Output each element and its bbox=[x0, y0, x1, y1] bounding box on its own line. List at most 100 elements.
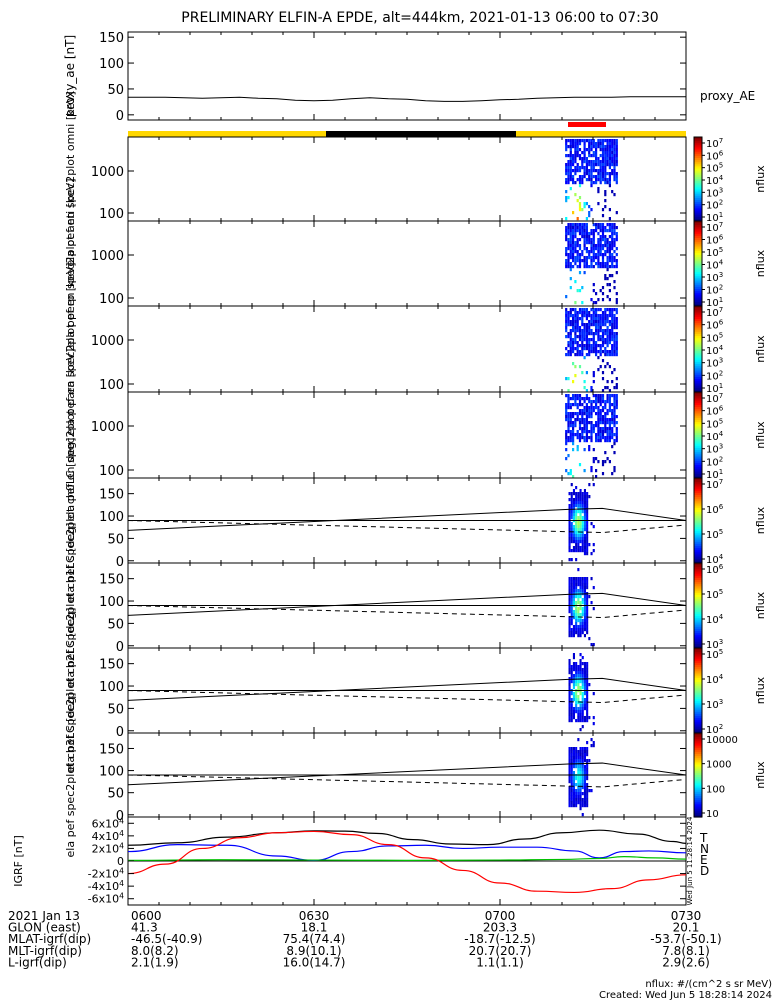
pitch-pixel bbox=[568, 668, 571, 672]
pitch-pixel bbox=[586, 537, 589, 541]
spectrogram-pixel bbox=[613, 280, 616, 284]
spectrogram-pixel bbox=[592, 323, 595, 327]
spectrogram-pixel bbox=[597, 329, 600, 333]
spectrogram-pixel bbox=[611, 145, 614, 149]
spectrogram-pixel bbox=[592, 457, 595, 461]
spectrogram-pixel bbox=[595, 311, 598, 315]
spectrogram-pixel bbox=[595, 320, 598, 324]
spectrogram-pixel bbox=[606, 386, 609, 390]
pitch-pixel bbox=[575, 692, 578, 696]
spectrogram-pixel bbox=[604, 427, 607, 431]
spectrogram-pixel bbox=[572, 154, 575, 158]
colorbar-tick-label: 106 bbox=[706, 405, 724, 418]
spectrogram-pixel bbox=[592, 259, 595, 263]
spectrogram-pixel bbox=[599, 175, 602, 179]
spectrogram-pixel bbox=[601, 359, 605, 363]
colorbar-cell bbox=[694, 342, 702, 346]
colorbar-cell bbox=[694, 669, 702, 672]
colorbar-tick-label: 106 bbox=[706, 503, 724, 516]
pitch-pixel bbox=[577, 710, 580, 714]
colorbar-cell bbox=[694, 558, 702, 562]
spectrogram-pixel bbox=[576, 433, 579, 437]
colorbar-cell bbox=[694, 701, 702, 704]
pitch-pixel bbox=[581, 813, 584, 817]
spectrogram-pixel bbox=[572, 139, 575, 143]
spectrogram-pixel bbox=[574, 154, 577, 158]
pitch-pixel bbox=[586, 595, 589, 599]
spectrogram-pixel bbox=[578, 205, 582, 209]
colorbar-label: nflux bbox=[754, 249, 767, 277]
pitch-pixel bbox=[568, 686, 571, 690]
spectrogram-pixel bbox=[583, 145, 586, 149]
pitch-pixel bbox=[568, 619, 571, 623]
colorbar-cell bbox=[694, 548, 702, 551]
colorbar-cell bbox=[694, 743, 702, 747]
pitch-pixel bbox=[579, 595, 582, 599]
spectrogram-pixel bbox=[567, 166, 570, 170]
y-tick-label: 100 bbox=[99, 464, 124, 479]
y-tick-label: 150 bbox=[99, 573, 124, 588]
ephemeris-value: -18.7(-12.5) bbox=[464, 932, 535, 946]
pitch-pixel bbox=[572, 540, 575, 544]
spectrogram-pixel bbox=[569, 406, 572, 410]
pitch-pixel bbox=[570, 759, 573, 763]
spectrogram-pixel bbox=[581, 350, 584, 354]
pitch-pixel bbox=[586, 683, 589, 687]
pitch-pixel bbox=[577, 801, 580, 805]
spectrogram-pixel bbox=[567, 244, 570, 248]
pitch-pixel bbox=[575, 683, 578, 687]
spectrogram-pixel bbox=[585, 178, 588, 182]
spectrogram-pixel bbox=[572, 397, 575, 401]
ch1-ylabel: ela pef spec2plot ch1LC [deg] bbox=[64, 523, 77, 688]
colorbar-cell bbox=[694, 195, 702, 199]
pitch-pixel bbox=[570, 598, 573, 602]
colorbar-cell bbox=[694, 796, 702, 799]
spectrogram-pixel bbox=[574, 320, 577, 324]
spectrogram-pixel bbox=[576, 353, 579, 357]
spectrogram-pixel bbox=[608, 341, 611, 345]
pitch-pixel bbox=[579, 577, 582, 581]
pitch-pixel bbox=[586, 613, 589, 617]
pitch-pixel bbox=[579, 616, 582, 620]
pitch-pixel bbox=[568, 792, 571, 796]
spectrogram-pixel bbox=[574, 145, 577, 149]
pitch-pixel bbox=[570, 789, 573, 793]
igrf-letter-N: N bbox=[700, 842, 709, 856]
spectrogram-pixel bbox=[578, 317, 582, 321]
spectrogram-pixel bbox=[606, 314, 609, 318]
spectrogram-pixel bbox=[615, 253, 618, 257]
spectrogram-pixel bbox=[606, 160, 609, 164]
spectrogram-pixel bbox=[565, 181, 568, 185]
colorbar-cell bbox=[694, 480, 702, 483]
pitch-pixel bbox=[586, 513, 589, 517]
spectrogram-pixel bbox=[565, 406, 568, 410]
spectrogram-pixel bbox=[604, 415, 607, 419]
pitch-pixel bbox=[583, 774, 586, 778]
pitch-pixel bbox=[575, 534, 578, 538]
units-note: nflux: #/(cm^2 s sr MeV) bbox=[645, 979, 772, 990]
pitch-pixel bbox=[583, 719, 586, 723]
pitch-pixel bbox=[575, 792, 578, 796]
colorbar-cell bbox=[694, 514, 702, 517]
spectrogram-pixel bbox=[569, 472, 572, 476]
spectrogram-pixel bbox=[574, 332, 577, 336]
spectrogram-pixel bbox=[604, 193, 607, 197]
spectrogram-pixel bbox=[604, 148, 607, 152]
spectrogram-pixel bbox=[583, 265, 586, 269]
pitch-pixel bbox=[575, 707, 578, 711]
ephemeris-label: 2021 Jan 13 bbox=[8, 909, 80, 923]
colorbar-cell bbox=[694, 272, 702, 275]
spectrogram-pixel bbox=[569, 344, 572, 348]
spectrogram-pixel bbox=[604, 172, 607, 176]
spectrogram-pixel bbox=[576, 320, 579, 324]
spectrogram-pixel bbox=[592, 350, 595, 354]
spectrogram-pixel bbox=[613, 139, 616, 143]
spectrogram-pixel bbox=[574, 412, 577, 416]
ephemeris-value: 75.4(74.4) bbox=[283, 932, 346, 946]
pitch-pixel bbox=[570, 671, 573, 675]
colorbar-label: nflux bbox=[754, 761, 767, 789]
pitch-pixel bbox=[568, 492, 571, 496]
pitch-pixel bbox=[570, 601, 573, 605]
